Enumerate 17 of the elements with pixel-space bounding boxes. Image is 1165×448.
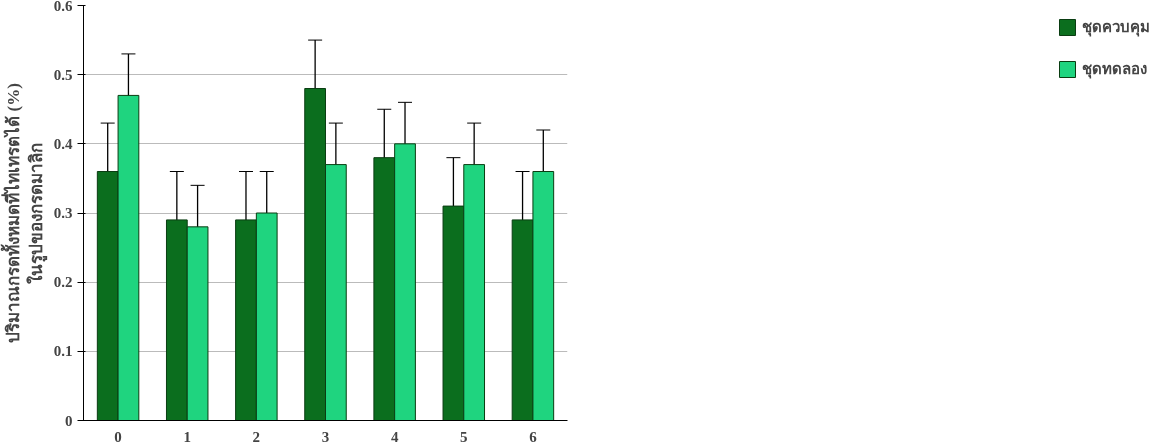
x-tick-label: 4 bbox=[390, 428, 399, 445]
y-tick-label: 0.2 bbox=[53, 274, 73, 291]
y-axis-title: ปริมาณกรดทั้งหมดที่ไทเทรตได้ (%) ในรูปของกรดมาลิก bbox=[0, 83, 48, 343]
y-tick-label: 0.3 bbox=[53, 205, 73, 221]
x-tick-label: 3 bbox=[321, 428, 330, 445]
y-tick-label: 0.1 bbox=[53, 343, 73, 360]
legend-label: ชุดทดลอง bbox=[1082, 60, 1147, 81]
y-tick-label: 0.5 bbox=[53, 66, 73, 83]
x-tick-label: 1 bbox=[183, 428, 191, 445]
x-tick-label: 0 bbox=[114, 428, 122, 445]
x-tick-label: 2 bbox=[252, 428, 261, 445]
y-tick-label: 0.4 bbox=[53, 135, 73, 152]
y-tick-label: 0.6 bbox=[53, 0, 73, 14]
x-tick-label: 5 bbox=[460, 428, 468, 445]
x-tick-label: 6 bbox=[529, 428, 538, 445]
legend-label: ชุดควบคุม bbox=[1082, 18, 1150, 39]
y-tick-label: 0 bbox=[65, 412, 73, 429]
